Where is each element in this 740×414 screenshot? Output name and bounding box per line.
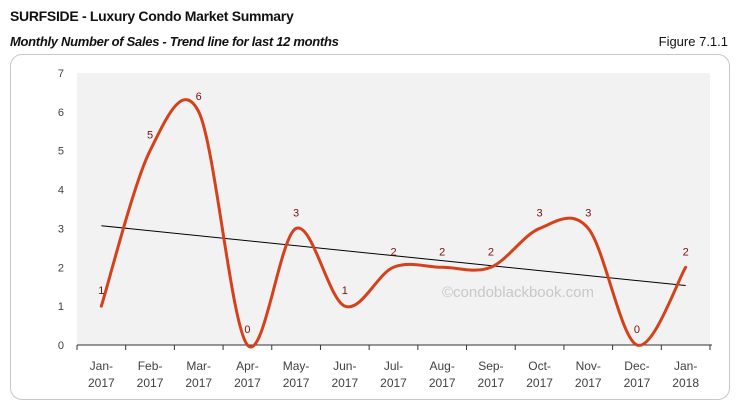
x-tick-label: Sep- [478,359,503,373]
watermark: ©condoblackbook.com [442,284,594,301]
data-label: 3 [585,207,591,219]
y-tick-label: 4 [58,185,64,197]
x-tick-label-year: 2017 [380,376,407,390]
x-tick-label: Dec- [624,359,649,373]
x-tick-label-year: 2017 [234,376,261,390]
y-tick-label: 5 [58,146,64,158]
data-label: 2 [439,246,445,258]
x-tick-label-year: 2017 [137,376,164,390]
y-tick-label: 3 [58,223,64,235]
x-tick-label: Jul- [384,359,403,373]
x-tick-label: Jan- [90,359,113,373]
data-label: 2 [683,246,689,258]
x-tick-label-year: 2017 [575,376,602,390]
data-label: 6 [196,91,202,103]
x-tick-label: Jun- [333,359,356,373]
data-label: 2 [390,246,396,258]
x-tick-label-year: 2018 [672,376,699,390]
data-label: 0 [244,324,250,336]
data-label: 0 [634,324,640,336]
x-tick-label-year: 2017 [331,376,358,390]
data-label: 1 [98,285,104,297]
sales-line [99,98,688,349]
x-tick-label-year: 2017 [185,376,212,390]
x-tick-label: Feb- [138,359,163,373]
x-tick-label: Mar- [186,359,211,373]
trend-line [101,225,686,287]
data-label: 2 [488,246,494,258]
x-tick-label: Jan- [674,359,697,373]
x-tick-label: Apr- [236,359,259,373]
y-tick-label: 7 [58,68,64,80]
x-tick-label-year: 2017 [478,376,505,390]
x-tick-label-year: 2017 [624,376,651,390]
x-tick-label-year: 2017 [526,376,553,390]
chart-frame [10,54,730,400]
y-tick-label: 0 [58,340,64,352]
x-tick-label: Oct- [528,359,551,373]
data-label: 1 [342,285,348,297]
data-label: 5 [147,130,153,142]
x-tick-label-year: 2017 [429,376,456,390]
y-tick-label: 1 [58,301,64,313]
figure-number: Figure 7.1.1 [658,34,728,49]
chart-subtitle: Monthly Number of Sales - Trend line for… [10,34,339,49]
page-title: SURFSIDE - Luxury Condo Market Summary [10,8,294,24]
x-tick-label-year: 2017 [88,376,115,390]
x-tick-label-year: 2017 [283,376,310,390]
x-tick-label: Nov- [576,359,601,373]
data-label: 3 [293,207,299,219]
y-tick-label: 6 [58,107,64,119]
x-tick-label: May- [283,359,310,373]
data-label: 3 [537,207,543,219]
plot-area [77,73,710,345]
y-tick-label: 2 [58,262,64,274]
x-tick-label: Aug- [430,359,455,373]
